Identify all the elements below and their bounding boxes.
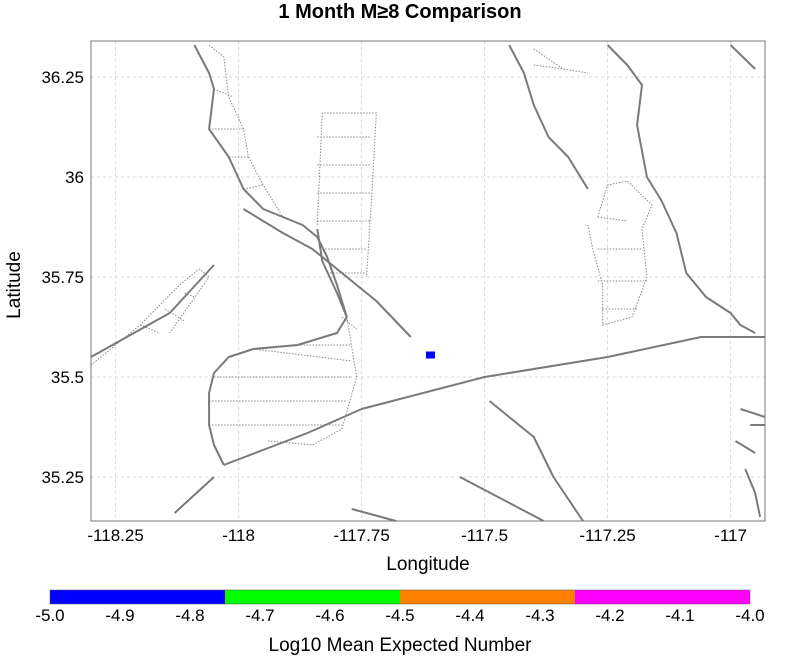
colorbar-tick-label: -4.8 bbox=[175, 606, 204, 625]
colorbar-tick-label: -4.0 bbox=[735, 606, 764, 625]
y-axis-title: Latitude bbox=[4, 251, 25, 319]
fault-trace bbox=[223, 336, 765, 466]
fault-trace bbox=[193, 44, 348, 318]
fault-plane-outline bbox=[316, 112, 377, 278]
y-tick-label: 35.75 bbox=[41, 268, 84, 287]
fault-plane-rung bbox=[253, 348, 352, 362]
colorbar-tick-label: -4.6 bbox=[315, 606, 344, 625]
colorbar-ticks: -5.0 -4.9 -4.8 -4.7 -4.6 -4.5 -4.4 -4.3 -4.2 -4.1… bbox=[35, 606, 764, 625]
colorbar-tick-label: -4.5 bbox=[385, 606, 414, 625]
x-axis-title: Longitude bbox=[386, 554, 469, 575]
plot-frame bbox=[90, 40, 766, 522]
colorbar-tick-label: -4.9 bbox=[105, 606, 134, 625]
fault-planes bbox=[90, 44, 653, 446]
fault-trace bbox=[173, 476, 215, 514]
fault-plane-outline bbox=[533, 48, 588, 74]
fault-trace bbox=[606, 44, 756, 334]
fault-trace bbox=[508, 44, 589, 190]
fault-plane-rung bbox=[533, 64, 564, 70]
fault-trace bbox=[488, 400, 584, 522]
forecast-cell bbox=[425, 351, 435, 359]
colorbar-segment bbox=[400, 590, 575, 604]
colorbar bbox=[49, 589, 751, 605]
fault-plane-rung bbox=[164, 308, 185, 322]
fault-trace bbox=[242, 208, 412, 338]
y-axis-ticks: 35.25 35.5 35.75 36 36.25 bbox=[41, 68, 84, 487]
x-tick-label: -117 bbox=[714, 526, 747, 545]
colorbar-tick-label: -5.0 bbox=[35, 606, 64, 625]
colorbar-tick-label: -4.1 bbox=[665, 606, 694, 625]
y-tick-label: 36.25 bbox=[41, 68, 84, 87]
x-tick-label: -117.5 bbox=[461, 526, 508, 545]
gridlines bbox=[91, 41, 765, 521]
y-tick-label: 35.5 bbox=[51, 368, 84, 387]
chart-title: 1 Month M≥8 Comparison bbox=[278, 1, 521, 23]
fault-trace bbox=[734, 440, 756, 454]
fault-trace bbox=[90, 264, 215, 358]
colorbar-label: Log10 Mean Expected Number bbox=[269, 635, 533, 656]
forecast-cells bbox=[425, 351, 435, 359]
x-tick-label: -117.75 bbox=[333, 526, 389, 545]
colorbar-segment bbox=[50, 590, 225, 604]
colorbar-segment bbox=[225, 590, 400, 604]
fault-plane-outline bbox=[90, 268, 210, 366]
fault-plane-rung bbox=[213, 88, 234, 98]
fault-trace bbox=[744, 468, 762, 518]
fault-trace bbox=[729, 44, 756, 70]
fault-traces bbox=[90, 44, 766, 522]
fault-plane-rung bbox=[341, 316, 357, 330]
fault-plane-rung bbox=[243, 184, 264, 190]
colorbar-tick-label: -4.7 bbox=[245, 606, 274, 625]
y-tick-label: 35.25 bbox=[41, 468, 84, 487]
fault-trace bbox=[459, 476, 545, 522]
colorbar-tick-label: -4.3 bbox=[525, 606, 554, 625]
fault-plane-outline bbox=[587, 180, 653, 326]
fault-plane-outline bbox=[208, 44, 284, 218]
colorbar-tick-label: -4.2 bbox=[595, 606, 624, 625]
fault-plane-rung bbox=[140, 324, 161, 334]
x-tick-label: -118 bbox=[222, 526, 255, 545]
y-tick-label: 36 bbox=[65, 168, 84, 187]
fault-plane-rung bbox=[597, 216, 628, 222]
x-tick-label: -117.25 bbox=[579, 526, 635, 545]
x-tick-label: -118.25 bbox=[87, 526, 143, 545]
fault-trace bbox=[351, 508, 397, 522]
x-axis-ticks: -118.25 -118 -117.75 -117.5 -117.25 -117 bbox=[87, 526, 747, 545]
colorbar-tick-label: -4.4 bbox=[455, 606, 484, 625]
fault-trace bbox=[208, 228, 348, 466]
fault-trace bbox=[740, 408, 766, 418]
colorbar-segment bbox=[575, 590, 750, 604]
colorbar-frame bbox=[49, 589, 751, 605]
